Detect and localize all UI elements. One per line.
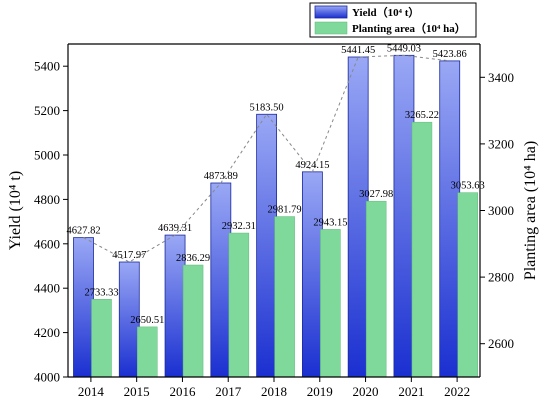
planting-area-value-label-2021: 3265.22: [405, 110, 439, 121]
x-tick-label-2015: 2015: [124, 384, 150, 399]
yield-value-label-2019: 4924.15: [295, 160, 329, 171]
y2-tick-label-2800: 2800: [488, 270, 514, 285]
planting-area-bar-2017: [228, 232, 250, 378]
y-tick-label-5200: 5200: [34, 103, 60, 118]
x-tick-label-2021: 2021: [398, 384, 424, 399]
yield-value-label-2021: 5449.03: [387, 43, 421, 54]
legend-label-planting-area: Planting area（10⁴ ha）: [352, 22, 466, 35]
y-tick-label-5000: 5000: [34, 148, 60, 163]
x-tick-label-2017: 2017: [215, 384, 242, 399]
yield-bar-2017: [210, 182, 232, 378]
planting-area-bar-2015: [137, 326, 158, 378]
x-tick-label-2019: 2019: [307, 384, 333, 399]
legend-label-yield: Yield（10⁴ t）: [352, 6, 419, 19]
planting-area-bars: [91, 121, 478, 378]
planting-area-bar-2022: [457, 192, 478, 378]
yield-value-label-2020: 5441.45: [341, 45, 375, 56]
yield-value-label-2018: 5183.50: [250, 102, 284, 113]
x-tick-label-2022: 2022: [444, 384, 470, 399]
planting-area-value-label-2017: 2932.31: [222, 221, 256, 232]
yield-value-label-2014: 4627.82: [66, 226, 100, 237]
y-tick-label-4400: 4400: [34, 281, 60, 296]
legend: Yield（10⁴ t） Planting area（10⁴ ha）: [309, 2, 477, 38]
x-tick-label-2016: 2016: [169, 384, 196, 399]
planting-area-value-label-2014: 2733.33: [84, 287, 118, 298]
legend-swatch-yield: [314, 5, 348, 19]
y2-tick-label-3200: 3200: [488, 136, 514, 151]
planting-area-bar-2021: [411, 121, 433, 378]
yield-bar-2019: [301, 171, 323, 378]
y-tick-label-4000: 4000: [34, 370, 60, 385]
y2-tick-label-2600: 2600: [488, 336, 514, 351]
yield-value-label-2017: 4873.89: [204, 171, 238, 182]
planting-area-bar-2020: [365, 200, 387, 378]
yield-bar-2020: [347, 56, 369, 378]
planting-area-bar-2014: [91, 299, 112, 378]
data-labels: 4627.82 2733.33 4517.97 2650.51 4639.31 2836.…: [66, 43, 484, 326]
planting-area-bar-2018: [274, 216, 295, 378]
yield-value-label-2022: 5423.86: [433, 49, 467, 60]
planting-area-value-label-2016: 2836.29: [176, 253, 210, 264]
planting-area-value-label-2019: 2943.15: [313, 217, 347, 228]
legend-swatch-planting-area: [314, 21, 348, 35]
y-tick-label-4200: 4200: [34, 325, 60, 340]
planting-area-value-label-2022: 3053.63: [451, 181, 485, 192]
yield-bar-2021: [393, 54, 415, 378]
planting-area-value-label-2018: 2981.79: [268, 205, 302, 216]
yield-value-label-2015: 4517.97: [112, 250, 146, 261]
yield-value-label-2016: 4639.31: [158, 223, 192, 234]
y-axis-title: Yield (10⁴ t): [7, 171, 24, 250]
y2-axis-title: Planting area (10⁴ ha): [522, 141, 539, 280]
x-tick-label-2018: 2018: [261, 384, 287, 399]
planting-area-bar-2019: [320, 229, 341, 378]
y-tick-label-5400: 5400: [34, 59, 60, 74]
planting-area-value-label-2015: 2650.51: [130, 315, 164, 326]
planting-area-bar-2016: [182, 264, 204, 378]
y2-tick-label-3400: 3400: [488, 70, 514, 85]
y-tick-label-4600: 4600: [34, 236, 60, 251]
y2-tick-label-3000: 3000: [488, 203, 514, 218]
x-tick-label-2020: 2020: [353, 384, 379, 399]
yield-bar-2022: [439, 60, 461, 378]
axes: 2014 2015 2016 2017 2018 2019 2020 2021 2022 4000…: [7, 43, 539, 399]
yield-bars: [73, 54, 461, 378]
yield-bar-2014: [73, 237, 94, 378]
yield-bar-2018: [256, 113, 278, 378]
y-tick-label-4800: 4800: [34, 192, 60, 207]
planting-area-value-label-2020: 3027.98: [359, 189, 393, 200]
x-tick-label-2014: 2014: [78, 384, 105, 399]
